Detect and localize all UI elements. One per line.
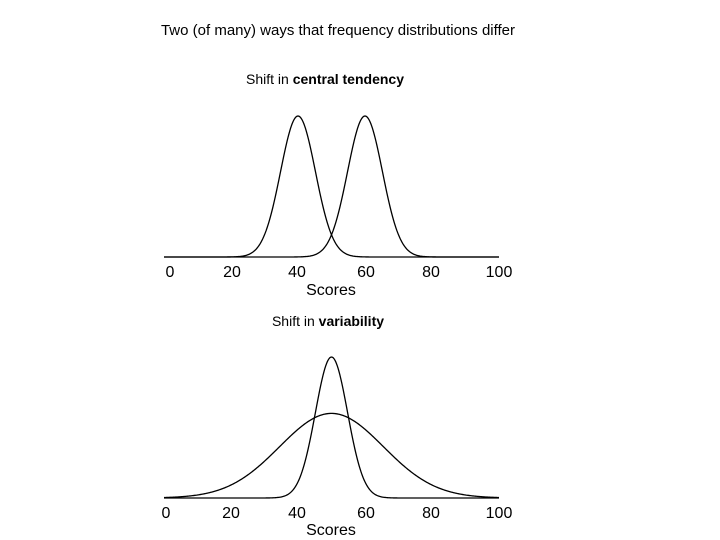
panel-2-tick-label: 40 bbox=[288, 505, 306, 522]
panel-2: 0 20 40 60 80 100 Scores bbox=[162, 356, 513, 539]
panel-2-tick-label: 60 bbox=[357, 505, 375, 522]
panel-1-tick-label: 80 bbox=[422, 264, 440, 281]
panel-2-subtitle-plain: Shift in bbox=[271, 313, 319, 329]
panel-1-tick-label: 0 bbox=[166, 264, 175, 281]
panel-2-curve-2 bbox=[163, 412, 500, 499]
panel-2-tick-label: 100 bbox=[486, 505, 513, 522]
panel-2-tick-label: 20 bbox=[222, 505, 240, 522]
panel-1: 0 20 40 60 80 100 Scores bbox=[164, 115, 513, 299]
panel-2-x-axis-label: Scores bbox=[306, 522, 356, 539]
panel-2-tick-label: 0 bbox=[162, 505, 171, 522]
panel-1-subtitle-bold: central tendency bbox=[292, 71, 404, 87]
panel-1-tick-label: 40 bbox=[288, 264, 306, 281]
panel-1-tick-label: 60 bbox=[357, 264, 375, 281]
panel-2-subtitle: Shift in variability bbox=[0, 313, 656, 329]
panel-2-tick-label: 80 bbox=[422, 505, 440, 522]
panel-1-curve-2 bbox=[164, 115, 499, 258]
panel-1-tick-label: 20 bbox=[223, 264, 241, 281]
chart-title: Two (of many) ways that frequency distri… bbox=[160, 22, 516, 39]
panel-1-subtitle-plain: Shift in bbox=[246, 71, 293, 87]
panel-1-tick-label: 100 bbox=[486, 264, 513, 281]
panel-1-x-axis-label: Scores bbox=[306, 282, 356, 299]
panel-2-subtitle-bold: variability bbox=[318, 313, 385, 329]
panel-1-subtitle: Shift in central tendency bbox=[0, 71, 650, 87]
panel-2-curve-1 bbox=[164, 356, 499, 499]
